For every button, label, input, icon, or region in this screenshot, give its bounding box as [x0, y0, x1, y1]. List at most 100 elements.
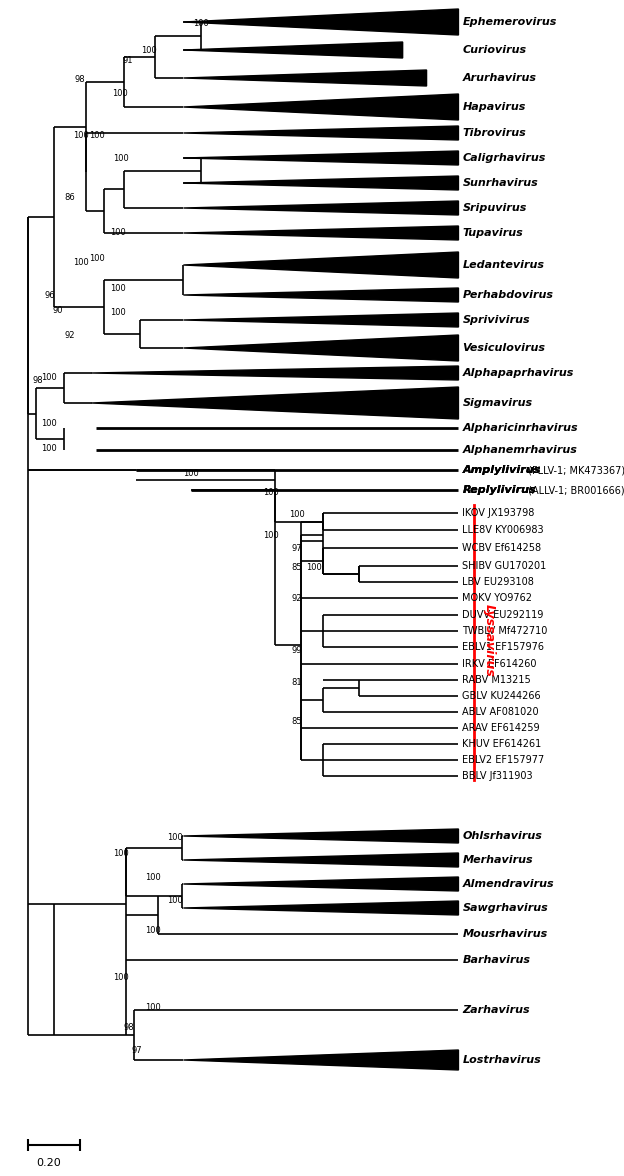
- Text: Zarhavirus: Zarhavirus: [462, 1005, 530, 1015]
- Text: 91: 91: [122, 56, 133, 65]
- Text: Sawgrhavirus: Sawgrhavirus: [462, 903, 548, 913]
- Text: Caligrhavirus: Caligrhavirus: [462, 153, 546, 163]
- Text: Alphapaprhavirus: Alphapaprhavirus: [462, 368, 574, 377]
- Polygon shape: [183, 1050, 459, 1070]
- Text: Alpharicinrhavirus: Alpharicinrhavirus: [462, 423, 578, 433]
- Text: 100: 100: [74, 258, 89, 267]
- Text: Tibrovirus: Tibrovirus: [462, 128, 526, 138]
- Text: 99: 99: [291, 646, 302, 655]
- Text: Ephemerovirus: Ephemerovirus: [462, 16, 557, 27]
- Text: 100: 100: [183, 469, 199, 477]
- Text: ARAV EF614259: ARAV EF614259: [462, 723, 540, 733]
- Text: Sigmavirus: Sigmavirus: [462, 397, 532, 408]
- Text: 92: 92: [64, 330, 75, 340]
- Text: Sunrhavirus: Sunrhavirus: [462, 178, 538, 188]
- Text: 86: 86: [65, 193, 76, 202]
- Text: 100: 100: [42, 445, 57, 453]
- Text: Lyssavirus: Lyssavirus: [482, 603, 495, 676]
- Text: Vesiculovirus: Vesiculovirus: [462, 343, 545, 353]
- Text: LLE8V KY006983: LLE8V KY006983: [462, 524, 544, 535]
- Polygon shape: [183, 9, 459, 35]
- Text: MOKV YO9762: MOKV YO9762: [462, 593, 532, 603]
- Text: Replylivirus: Replylivirus: [462, 485, 536, 495]
- Text: 100: 100: [306, 563, 322, 572]
- Text: 100: 100: [167, 896, 183, 906]
- Text: Amplylivirus: Amplylivirus: [462, 465, 540, 475]
- Text: Sprivivirus: Sprivivirus: [462, 315, 530, 325]
- Text: GBLV KU244266: GBLV KU244266: [462, 691, 541, 701]
- Polygon shape: [183, 176, 459, 191]
- Text: 100: 100: [145, 1003, 161, 1013]
- Text: 97: 97: [132, 1045, 142, 1055]
- Text: 100: 100: [110, 283, 126, 293]
- Text: Replylivirus: Replylivirus: [462, 485, 536, 495]
- Polygon shape: [183, 42, 402, 58]
- Text: ABLV AF081020: ABLV AF081020: [462, 707, 539, 717]
- Text: Barhavirus: Barhavirus: [462, 955, 530, 965]
- Text: 100: 100: [145, 926, 161, 935]
- Text: 85: 85: [291, 563, 302, 572]
- Text: 100: 100: [193, 19, 209, 28]
- Text: 100: 100: [110, 228, 126, 238]
- Text: 100: 100: [110, 308, 126, 318]
- Text: 100: 100: [114, 973, 129, 982]
- Polygon shape: [183, 335, 459, 361]
- Polygon shape: [92, 387, 459, 419]
- Text: Sripuvirus: Sripuvirus: [462, 203, 527, 213]
- Text: 100: 100: [141, 46, 157, 55]
- Text: RABV M13215: RABV M13215: [462, 675, 531, 684]
- Polygon shape: [183, 71, 427, 86]
- Text: 100: 100: [114, 154, 129, 163]
- Text: 98: 98: [124, 1023, 135, 1033]
- Text: 100: 100: [42, 373, 57, 382]
- Text: Mousrhavirus: Mousrhavirus: [462, 929, 548, 938]
- Text: 100: 100: [263, 488, 279, 497]
- Text: 97: 97: [291, 544, 302, 553]
- Text: BBLV Jf311903: BBLV Jf311903: [462, 771, 533, 781]
- Text: 98: 98: [33, 376, 44, 385]
- Text: Almendravirus: Almendravirus: [462, 878, 554, 889]
- Text: 100: 100: [114, 849, 129, 858]
- Text: LBV EU293108: LBV EU293108: [462, 577, 534, 587]
- Text: 100: 100: [289, 510, 305, 519]
- Text: Hapavirus: Hapavirus: [462, 102, 526, 112]
- Text: 100: 100: [112, 89, 127, 98]
- Text: Merhavirus: Merhavirus: [462, 855, 533, 866]
- Polygon shape: [183, 201, 459, 215]
- Text: Ledantevirus: Ledantevirus: [462, 260, 545, 270]
- Text: 81: 81: [291, 679, 302, 687]
- Polygon shape: [183, 288, 459, 302]
- Polygon shape: [183, 151, 459, 165]
- Text: Ohlsrhavirus: Ohlsrhavirus: [462, 831, 542, 841]
- Text: IKOV JX193798: IKOV JX193798: [462, 508, 535, 517]
- Polygon shape: [183, 94, 459, 120]
- Text: Replylivirus: Replylivirus: [462, 485, 536, 495]
- Text: Curiovirus: Curiovirus: [462, 45, 527, 55]
- Text: IRKV EF614260: IRKV EF614260: [462, 659, 537, 669]
- Polygon shape: [183, 226, 459, 240]
- Text: 100: 100: [167, 833, 183, 842]
- Text: 100: 100: [89, 254, 105, 263]
- Polygon shape: [183, 853, 459, 867]
- Text: EBLV1 EF157976: EBLV1 EF157976: [462, 642, 545, 652]
- Text: 100: 100: [263, 532, 279, 540]
- Text: TWBLV Mf472710: TWBLV Mf472710: [462, 626, 548, 636]
- Polygon shape: [183, 126, 459, 140]
- Text: 92: 92: [291, 594, 302, 603]
- Polygon shape: [183, 829, 459, 843]
- Text: 85: 85: [291, 717, 302, 726]
- Text: Tupavirus: Tupavirus: [462, 228, 523, 238]
- Text: 100: 100: [42, 419, 57, 428]
- Text: 100: 100: [74, 131, 89, 140]
- Text: Lostrhavirus: Lostrhavirus: [462, 1055, 541, 1065]
- Text: 100: 100: [89, 131, 105, 140]
- Text: WCBV Ef614258: WCBV Ef614258: [462, 543, 542, 553]
- Polygon shape: [183, 901, 459, 915]
- Text: 96: 96: [44, 290, 55, 300]
- Text: 100: 100: [145, 873, 161, 882]
- Text: SHIBV GU170201: SHIBV GU170201: [462, 561, 547, 572]
- Text: EBLV2 EF157977: EBLV2 EF157977: [462, 755, 545, 766]
- Text: KHUV EF614261: KHUV EF614261: [462, 739, 542, 749]
- Text: Alphanemrhavirus: Alphanemrhavirus: [462, 445, 577, 455]
- Text: (ALLV-1; BR001666): (ALLV-1; BR001666): [525, 485, 624, 495]
